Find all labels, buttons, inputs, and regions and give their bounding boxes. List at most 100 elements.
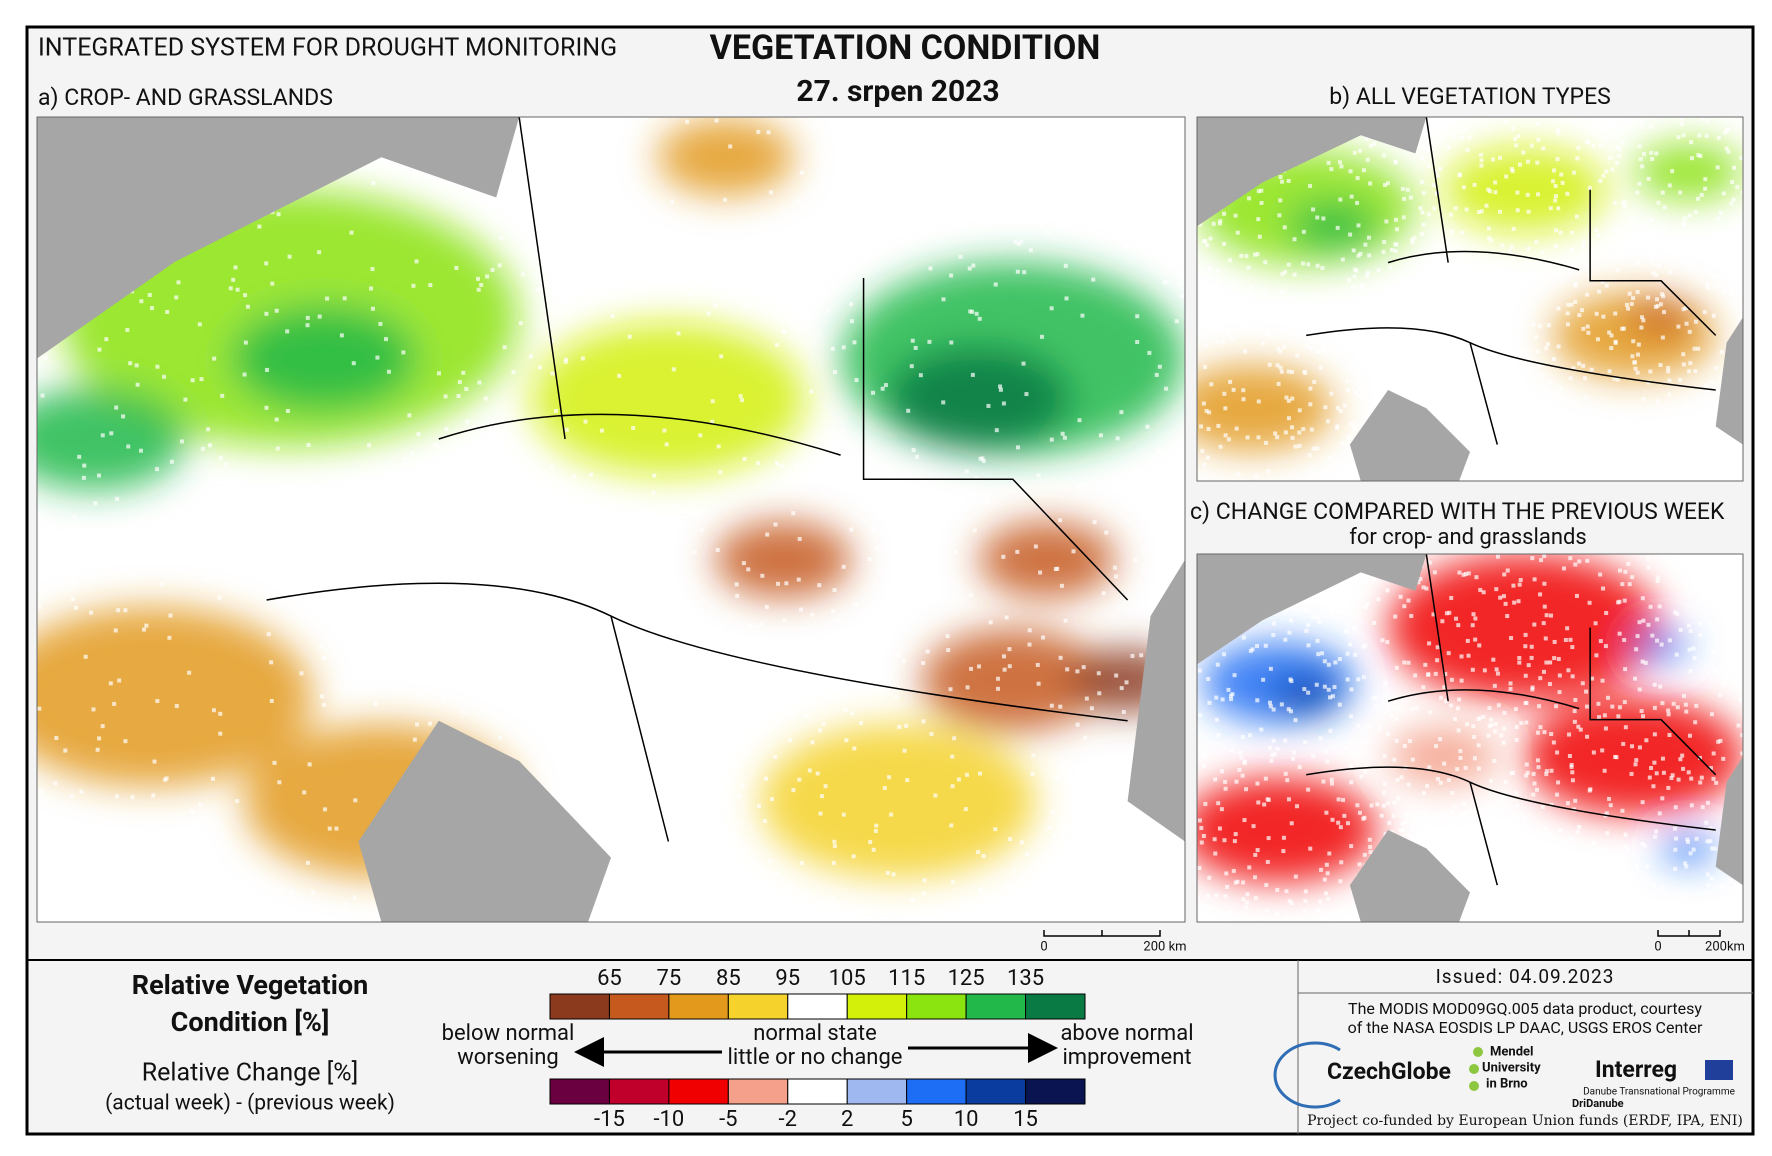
map-pixel [1278, 365, 1283, 370]
map-pixel [1455, 767, 1460, 772]
map-pixel [1287, 899, 1292, 904]
map-pixel [1124, 772, 1129, 777]
map-pixel [1649, 150, 1654, 155]
map-pixel [1271, 707, 1276, 712]
map-pixel [1007, 647, 1012, 652]
map-pixel [455, 458, 460, 463]
logo-dot [1469, 1064, 1479, 1074]
map-pixel [1259, 727, 1264, 732]
map-pixel [1315, 263, 1320, 268]
map-pixel [1434, 340, 1439, 345]
map-pixel [958, 254, 963, 259]
map-pixel [163, 856, 168, 861]
map-pixel [264, 261, 269, 266]
map-pixel [1432, 206, 1437, 211]
map-pixel [1322, 659, 1327, 664]
map-pixel [1622, 638, 1627, 643]
map-pixel [1206, 676, 1211, 681]
map-pixel [1095, 766, 1100, 771]
map-pixel [1557, 911, 1562, 916]
map-pixel [1515, 208, 1520, 213]
map-pixel [1345, 441, 1350, 446]
map-pixel [1538, 592, 1543, 597]
map-pixel [563, 197, 568, 202]
map-pixel [1446, 778, 1451, 783]
map-pixel [1157, 448, 1162, 453]
map-pixel [1410, 757, 1415, 762]
map-pixel [1698, 632, 1703, 637]
sea [1715, 756, 1743, 886]
map-pixel [432, 533, 437, 538]
map-pixel [1408, 195, 1413, 200]
map-pixel [349, 230, 354, 235]
map-pixel [1359, 356, 1364, 361]
map-pixel [1324, 749, 1329, 754]
map-pixel [1271, 632, 1276, 637]
map-pixel [1247, 324, 1252, 329]
map-pixel [1495, 671, 1500, 676]
map-pixel [1239, 479, 1244, 481]
map-pixel [1556, 206, 1561, 211]
map-pixel [1667, 732, 1672, 737]
map-pixel [425, 666, 430, 671]
map-pixel [1347, 277, 1352, 282]
map-pixel [1703, 186, 1708, 191]
map-pixel [1418, 206, 1423, 211]
map-pixel [1290, 435, 1295, 440]
map-pixel [1071, 888, 1076, 893]
map-pixel [1405, 318, 1410, 323]
map-pixel [1577, 824, 1582, 829]
map-pixel [929, 731, 934, 736]
map-pixel [740, 398, 745, 403]
map-pixel [1514, 143, 1519, 148]
map-pixel [1288, 709, 1293, 714]
map-pixel [768, 859, 773, 864]
map-pixel [1698, 780, 1703, 785]
map-pixel [1449, 677, 1454, 682]
map-pixel [766, 130, 771, 135]
map-pixel [1678, 757, 1683, 762]
map-pixel [1230, 692, 1235, 697]
map-pixel [1293, 718, 1298, 723]
map-pixel [405, 666, 410, 671]
map-pixel [511, 370, 516, 375]
map-pixel [1443, 812, 1448, 817]
map-pixel [910, 898, 915, 903]
map-pixel [1511, 583, 1516, 588]
map-pixel [1399, 775, 1404, 780]
map-pixel [1350, 750, 1355, 755]
map-pixel [1455, 352, 1460, 357]
map-pixel [1573, 562, 1578, 567]
map-pixel [1531, 322, 1536, 327]
map-pixel [1485, 891, 1490, 896]
map-pixel [773, 522, 778, 527]
map-pixel [117, 678, 122, 683]
map-pixel [444, 427, 449, 432]
color-swatch [787, 993, 848, 1020]
map-pixel [1455, 267, 1460, 272]
map-pixel [1119, 686, 1124, 691]
map-pixel [1712, 554, 1717, 559]
map-pixel [1308, 386, 1313, 391]
map-pixel [320, 694, 325, 699]
map-pixel [1517, 660, 1522, 665]
map-pixel [821, 722, 826, 727]
map-pixel [1581, 326, 1586, 331]
map-pixel [1209, 382, 1214, 387]
map-pixel [1199, 424, 1204, 429]
map-pixel [1477, 643, 1482, 648]
map-pixel [874, 823, 879, 828]
map-pixel [1626, 306, 1631, 311]
map-pixel [1406, 782, 1411, 787]
color-swatch [1025, 993, 1086, 1020]
map-pixel [887, 196, 892, 201]
map-pixel [1365, 602, 1370, 607]
map-pixel [541, 765, 546, 770]
map-pixel [795, 199, 800, 204]
map-pixel [830, 346, 835, 351]
map-pixel [718, 470, 723, 475]
map-pixel [553, 736, 558, 741]
map-pixel [1694, 703, 1699, 708]
map-pixel [813, 278, 818, 283]
map-pixel [1265, 859, 1270, 864]
